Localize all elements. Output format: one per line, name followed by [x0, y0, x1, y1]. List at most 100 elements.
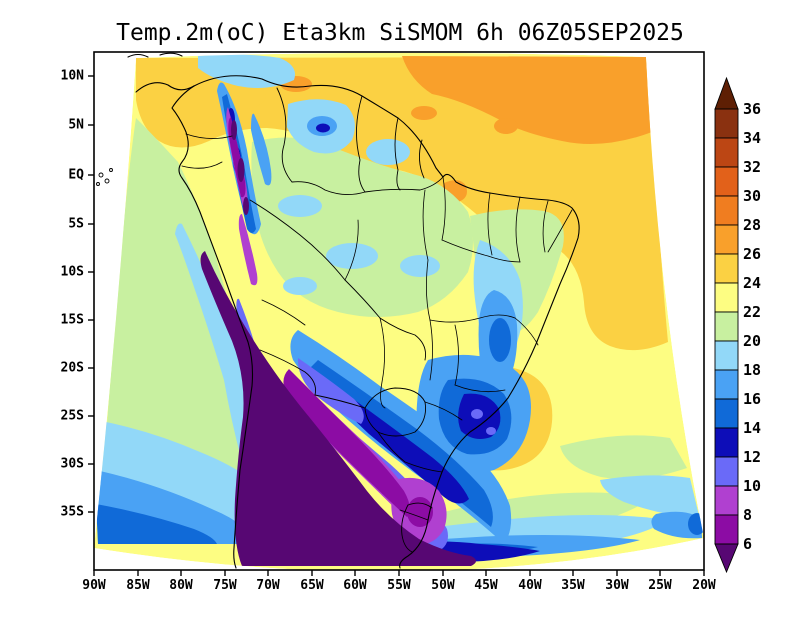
border-line	[401, 504, 413, 553]
lat-tick-label: 20S	[61, 361, 85, 376]
lat-tick-label: 15S	[61, 313, 85, 328]
border-line	[276, 87, 293, 183]
temp-region-8-10	[238, 214, 258, 286]
lon-axis-labels: 90W 85W 80W 75W 70W 65W 60W 55W 50W 45W …	[82, 578, 716, 593]
border-line	[181, 161, 223, 169]
coastline-panama	[135, 82, 195, 93]
lon-tick-label: 25W	[648, 578, 672, 593]
temp-region-18-20	[400, 255, 440, 277]
temp-region-below-6	[237, 158, 245, 182]
temp-region-18-20	[600, 475, 700, 520]
lat-tick-label: 35S	[61, 505, 85, 520]
temp-region-12-14	[316, 123, 330, 133]
colorbar-label: 18	[743, 361, 761, 379]
state-line	[379, 317, 386, 409]
temp-region-12-14	[336, 388, 469, 504]
temp-region-18-20	[326, 243, 378, 269]
lat-tick-label: 5S	[68, 217, 84, 232]
state-line	[454, 324, 459, 386]
temp-region-10-12	[471, 409, 483, 419]
colorbar-label: 6	[743, 535, 752, 553]
temp-region-14-16	[96, 504, 217, 544]
state-line	[547, 209, 573, 253]
temp-region-18-20	[175, 223, 255, 463]
state-line	[487, 192, 493, 256]
coastline-central-america	[127, 52, 183, 58]
lat-axis-labels: 10N 5N EQ 5S 10S 15S 20S 25S 30S 35S	[61, 69, 85, 520]
country-borders	[181, 87, 444, 553]
border-line	[377, 431, 406, 463]
lon-tick-label: 80W	[169, 578, 193, 593]
lon-tick-label: 85W	[126, 578, 150, 593]
colorbar-label: 30	[743, 187, 761, 205]
border-line	[364, 387, 426, 437]
border-line	[314, 394, 366, 409]
temp-region-18-20	[278, 195, 322, 217]
border-line	[249, 199, 346, 281]
colorbar-cell	[714, 514, 739, 545]
lon-tick-label: 20W	[692, 578, 716, 593]
colorbar-cell	[714, 427, 739, 458]
state-line	[542, 200, 549, 253]
lat-tick-label: 25S	[61, 409, 85, 424]
colorbar-cell	[714, 456, 739, 487]
temp-region-10-12	[297, 358, 364, 424]
colorbar-label: 12	[743, 448, 761, 466]
colorbar-cell	[714, 340, 739, 371]
galapagos-islands	[96, 168, 113, 186]
colorbar-cell	[714, 166, 739, 197]
temp-region-26-28	[411, 106, 437, 120]
colorbar-cell	[714, 311, 739, 342]
lon-tick-label: 30W	[605, 578, 629, 593]
colorbar-cell	[714, 282, 739, 313]
state-line	[424, 401, 463, 421]
colorbar-label: 8	[743, 506, 752, 524]
state-line	[515, 196, 521, 263]
colorbar-cell	[714, 195, 739, 226]
colorbar-cell	[714, 137, 739, 168]
state-line	[399, 509, 429, 521]
state-line	[404, 461, 443, 473]
lon-tick-label: 90W	[82, 578, 106, 593]
border-line	[291, 181, 366, 195]
state-line	[344, 219, 359, 281]
lat-tick-label: 30S	[61, 457, 85, 472]
border-line	[394, 117, 401, 191]
state-line	[441, 176, 446, 241]
lon-tick-label: 50W	[431, 578, 455, 593]
island	[104, 178, 110, 184]
lat-tick-label: 10N	[61, 69, 85, 84]
state-borders	[344, 176, 573, 521]
border-line	[355, 95, 366, 193]
island	[98, 172, 104, 178]
lon-tick-label: 70W	[256, 578, 280, 593]
border-line	[344, 279, 426, 361]
colorbar-cell	[714, 108, 739, 139]
colorbar-label: 28	[743, 216, 761, 234]
border-line	[185, 133, 233, 139]
colorbar-down-arrow	[714, 543, 739, 574]
island	[96, 182, 100, 186]
colorbar-label: 26	[743, 245, 761, 263]
temp-region-18-20	[283, 277, 317, 295]
lon-tick-label: 75W	[213, 578, 237, 593]
colorbar-label: 14	[743, 419, 761, 437]
colorbar-label: 32	[743, 158, 761, 176]
state-line	[429, 319, 433, 381]
island	[109, 168, 113, 172]
colorbar: 36 34 32 30 28 26 24 22 20 18 16 14 12 1…	[714, 76, 761, 574]
lon-tick-label: 60W	[343, 578, 367, 593]
lon-axis	[93, 570, 705, 576]
lon-tick-label: 45W	[474, 578, 498, 593]
colorbar-label: 36	[743, 100, 761, 118]
colorbar-up-arrow	[714, 76, 739, 110]
colorbar-cell	[714, 369, 739, 400]
lat-tick-label: 5N	[68, 118, 84, 133]
temp-region-26-28	[402, 56, 652, 144]
state-line	[514, 317, 539, 346]
border-line	[259, 349, 316, 396]
colorbar-cell	[714, 485, 739, 516]
lon-tick-label: 55W	[387, 578, 411, 593]
lat-axis	[88, 75, 94, 513]
colorbar-cell	[714, 253, 739, 284]
